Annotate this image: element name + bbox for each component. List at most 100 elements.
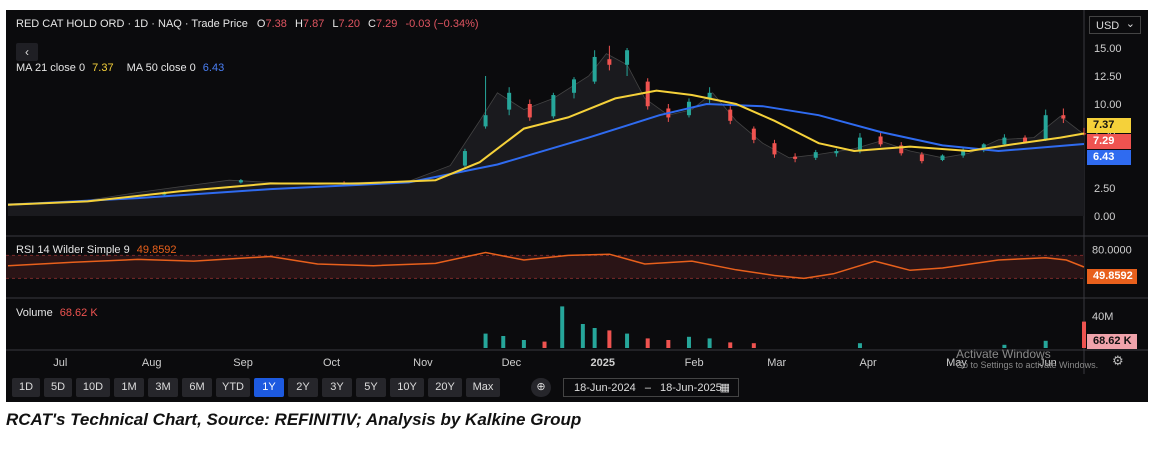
ma21-label: MA 21 close 0 bbox=[16, 62, 86, 74]
date-range-separator: – bbox=[644, 382, 651, 394]
currency-value: USD bbox=[1096, 20, 1120, 32]
range-button-1d[interactable]: 1D bbox=[12, 378, 40, 397]
range-button-10d[interactable]: 10D bbox=[76, 378, 110, 397]
ma21-price-badge: 7.37 bbox=[1087, 118, 1131, 133]
ma21-value: 7.37 bbox=[92, 62, 114, 74]
low-value: 7.20 bbox=[338, 18, 360, 30]
x-tick-label: Nov bbox=[413, 357, 433, 369]
add-range-icon[interactable]: ⊕ bbox=[531, 378, 551, 397]
watermark-subtitle: Go to Settings to activate Windows. bbox=[956, 360, 1099, 370]
rsi-line bbox=[7, 251, 1085, 280]
range-button-10y[interactable]: 10Y bbox=[390, 378, 424, 397]
candle-body bbox=[1061, 115, 1066, 119]
rsi-value: 49.8592 bbox=[136, 244, 177, 256]
range-button-3m[interactable]: 3M bbox=[148, 378, 178, 397]
candle-body bbox=[1002, 137, 1007, 145]
volume-bar bbox=[1002, 344, 1007, 348]
volume-bar bbox=[666, 340, 671, 348]
ma50-value: 6.43 bbox=[202, 62, 225, 74]
candle-body bbox=[572, 79, 577, 93]
ma-legend: MA 21 close 0 7.37 MA 50 close 0 6.43 bbox=[16, 62, 224, 74]
candle-body bbox=[899, 145, 904, 154]
volume-bar bbox=[580, 324, 585, 348]
change-value: -0.03 (−0.34%) bbox=[405, 18, 479, 30]
candle-body bbox=[793, 156, 798, 159]
volume-bar bbox=[592, 328, 597, 348]
range-button-5d[interactable]: 5D bbox=[44, 378, 72, 397]
date-range-picker[interactable]: 18-Jun-2024 – 18-Jun-2025 ▦ bbox=[563, 378, 739, 397]
x-tick-label: Mar bbox=[767, 357, 786, 369]
range-button-20y[interactable]: 20Y bbox=[428, 378, 462, 397]
collapse-legend-button[interactable]: ‹ bbox=[16, 43, 38, 61]
volume-bar bbox=[607, 330, 612, 348]
volume-layer bbox=[483, 306, 1086, 348]
candle-body bbox=[527, 104, 532, 118]
grid-layer bbox=[6, 10, 1148, 374]
candle-body bbox=[483, 115, 488, 127]
rsi-label: RSI 14 Wilder Simple 9 bbox=[16, 244, 130, 256]
x-tick-label: Oct bbox=[323, 357, 340, 369]
open-value: 7.38 bbox=[265, 18, 287, 30]
close-value: 7.29 bbox=[375, 18, 398, 30]
range-button-1m[interactable]: 1M bbox=[114, 378, 144, 397]
candle-body bbox=[857, 137, 862, 152]
range-toolbar: 1D 5D 10D 1M 3M 6M YTD 1Y 2Y 3Y 5Y 10Y 20Y Max ⊕ 18-J… bbox=[6, 374, 1148, 400]
range-button-2y[interactable]: 2Y bbox=[288, 378, 318, 397]
volume-label: Volume bbox=[16, 307, 53, 319]
volume-bar bbox=[728, 342, 733, 348]
volume-bar bbox=[707, 338, 712, 348]
candle-body bbox=[625, 50, 630, 65]
range-button-1y[interactable]: 1Y bbox=[254, 378, 284, 397]
ma50-price-badge: 6.43 bbox=[1087, 150, 1131, 165]
range-button-ytd[interactable]: YTD bbox=[216, 378, 250, 397]
candle-body bbox=[707, 92, 712, 100]
volume-bar bbox=[1043, 340, 1048, 348]
candle-body bbox=[919, 154, 924, 162]
date-range-end: 18-Jun-2025 bbox=[660, 382, 722, 394]
price-tick-label: 0.00 bbox=[1094, 211, 1115, 223]
volume-bar bbox=[1082, 321, 1086, 348]
candle-body bbox=[1043, 115, 1048, 140]
volume-bar bbox=[625, 333, 630, 348]
range-button-3y[interactable]: 3Y bbox=[322, 378, 352, 397]
range-button-6m[interactable]: 6M bbox=[182, 378, 212, 397]
open-label: O bbox=[256, 18, 266, 30]
currency-select[interactable]: USD ⌄ bbox=[1089, 16, 1141, 34]
price-layer bbox=[7, 45, 1086, 216]
gear-icon[interactable]: ⚙ bbox=[1112, 353, 1124, 368]
rsi-tick-label: 80.0000 bbox=[1092, 245, 1132, 257]
volume-bar bbox=[645, 338, 650, 348]
candle-body bbox=[878, 136, 883, 145]
ma21-line bbox=[7, 89, 1085, 206]
price-area bbox=[8, 53, 1084, 216]
candle-body bbox=[772, 143, 777, 155]
volume-bar bbox=[501, 336, 506, 348]
candle-body bbox=[238, 180, 243, 183]
volume-bar bbox=[686, 336, 691, 348]
close-price-badge: 7.29 bbox=[1087, 134, 1131, 149]
volume-value: 68.62 K bbox=[59, 307, 98, 319]
candle-body bbox=[607, 59, 612, 65]
volume-bar bbox=[483, 333, 488, 348]
candle-body bbox=[981, 144, 986, 150]
rsi-band bbox=[6, 255, 1084, 279]
candle-body bbox=[961, 149, 966, 156]
range-button-5y[interactable]: 5Y bbox=[356, 378, 386, 397]
range-button-max[interactable]: Max bbox=[466, 378, 500, 397]
volume-bar bbox=[560, 306, 565, 348]
close-label: C bbox=[368, 18, 376, 30]
high-label: H bbox=[294, 18, 303, 30]
volume-tick-label: 40M bbox=[1092, 311, 1113, 323]
instrument-name: RED CAT HOLD ORD · 1D · NAQ · Trade Pric… bbox=[16, 18, 248, 30]
calendar-icon: ▦ bbox=[719, 382, 730, 394]
candle-body bbox=[592, 56, 597, 82]
volume-badge: 68.62 K bbox=[1087, 334, 1137, 349]
chart-frame: 0.002.505.007.5010.0012.5015.00JulAugSep… bbox=[6, 10, 1148, 402]
candle-body bbox=[1023, 137, 1028, 143]
watermark-title: Activate Windows bbox=[956, 347, 1051, 361]
x-tick-label: May bbox=[946, 357, 967, 369]
x-tick-label: Jul bbox=[53, 357, 67, 369]
candle-body bbox=[813, 152, 818, 158]
candle-body bbox=[551, 95, 556, 117]
price-tick-label: 10.00 bbox=[1094, 99, 1122, 111]
